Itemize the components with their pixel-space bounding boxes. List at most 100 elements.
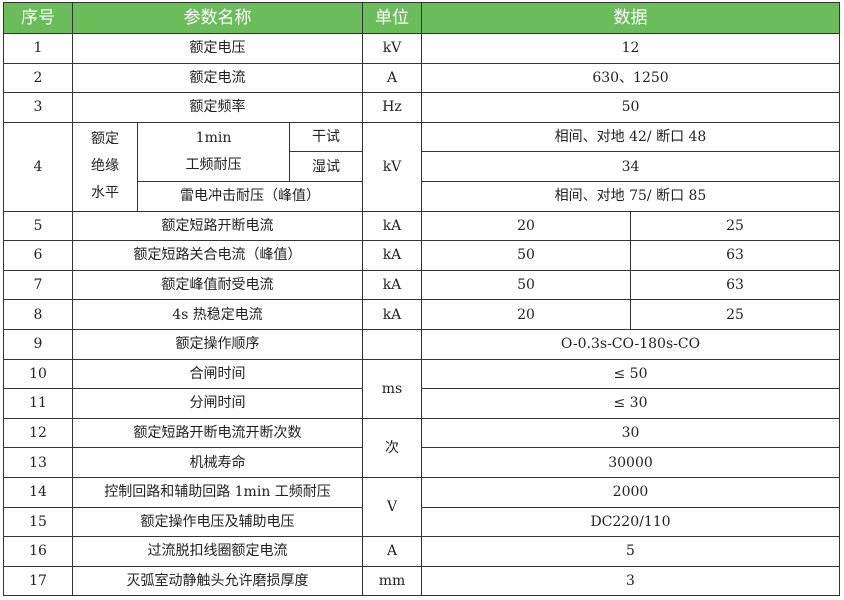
seq-cell: 16 [3, 536, 73, 567]
seq-cell: 6 [3, 240, 73, 271]
seq-cell: 15 [3, 506, 73, 538]
value-cell: 5 [421, 536, 840, 567]
header-row: 序号 参数名称 单位 数据 [3, 2, 840, 34]
seq-cell: 7 [3, 269, 73, 301]
value-cell: 3 [421, 565, 840, 597]
unit-cell: A [362, 62, 422, 94]
seq-cell: 11 [3, 388, 73, 419]
value-cell: 2000 [421, 476, 840, 508]
seq-cell: 2 [3, 62, 73, 94]
seq-cell: 13 [3, 447, 73, 478]
table-row: 13 机械寿命 30000 [3, 447, 840, 478]
unit-cell: A [362, 536, 422, 567]
value-cell: 50 [421, 92, 840, 123]
unit-cell: ms [362, 358, 422, 419]
table-row: 17 灭弧室动静触头允许磨损厚度 mm 3 [3, 565, 840, 597]
table-row: 4 额定 绝缘 水平 1min 工频耐压 干试 kV 相间、对地 42/ 断口 … [3, 121, 840, 212]
name-cell: 额定峰值耐受电流 [72, 269, 363, 301]
table-row: 16 过流脱扣线圈额定电流 A 5 [3, 536, 840, 567]
value-cell: 30 [421, 417, 840, 449]
value-cell: 相间、对地 75/ 断口 85 [421, 180, 840, 212]
value-cell: ≤ 50 [421, 358, 840, 390]
table-row: 15 额定操作电压及辅助电压 DC220/110 [3, 506, 840, 538]
unit-cell: V [362, 476, 422, 538]
table-row: 7 额定峰值耐受电流 kA 50 63 [3, 269, 840, 301]
value-cell: 25 [630, 299, 840, 330]
name-cell: 控制回路和辅助回路 1min 工频耐压 [72, 476, 363, 508]
power-freq-label: 1min 工频耐压 [137, 121, 290, 182]
unit-cell: kA [362, 269, 422, 301]
table-row: 雷电冲击耐压（峰值） 相间、对地 75/ 断口 85 [4, 180, 840, 212]
name-cell: 额定频率 [72, 92, 363, 123]
name-cell: 分闸时间 [72, 388, 363, 419]
lightning-label: 雷电冲击耐压（峰值） [137, 180, 363, 212]
value-cell: 50 [421, 269, 631, 301]
table-row: 9 额定操作顺序 O-0.3s-CO-180s-CO [3, 328, 840, 360]
unit-cell [362, 328, 422, 360]
name-cell: 灭弧室动静触头允许磨损厚度 [72, 565, 363, 597]
seq-cell: 8 [3, 299, 73, 330]
seq-cell: 3 [3, 92, 73, 123]
dry-test-label: 干试 [289, 121, 363, 153]
name-cell: 合闸时间 [72, 358, 363, 390]
name-cell: 额定操作电压及辅助电压 [72, 506, 363, 538]
table-row: 1 额定电压 kV 12 [3, 33, 840, 64]
table-row: 3 额定频率 Hz 50 [3, 92, 840, 123]
parameter-table: 序号 参数名称 单位 数据 1 额定电压 kV 12 2 额定电流 A 630、… [3, 2, 840, 597]
table-row: 6 额定短路关合电流（峰值） kA 50 63 [3, 240, 840, 271]
name-cell: 过流脱扣线圈额定电流 [72, 536, 363, 567]
value-cell: 63 [630, 240, 840, 271]
unit-cell: kV [362, 33, 422, 64]
unit-cell: Hz [362, 92, 422, 123]
table-row: 10 合闸时间 ms ≤ 50 [3, 358, 840, 419]
table-row: 2 额定电流 A 630、1250 [3, 62, 840, 94]
seq-cell: 1 [3, 33, 73, 64]
name-cell: 额定电流 [72, 62, 363, 94]
name-cell: 额定操作顺序 [72, 328, 363, 360]
table-row: 5 额定短路开断电流 kA 20 25 [3, 210, 840, 242]
unit-cell: kA [362, 210, 422, 242]
name-cell: 机械寿命 [72, 447, 363, 478]
value-cell: 12 [421, 33, 840, 64]
value-cell: O-0.3s-CO-180s-CO [421, 328, 840, 360]
table-row: 11 分闸时间 ≤ 30 [3, 388, 840, 419]
table-row: 8 4s 热稳定电流 kA 20 25 [3, 299, 840, 330]
seq-cell: 17 [3, 565, 73, 597]
name-cell: 额定电压 [72, 33, 363, 64]
value-cell: 630、1250 [421, 62, 840, 94]
label-line: 绝缘 [91, 158, 119, 175]
wet-test-label: 湿试 [289, 151, 363, 182]
value-cell: 50 [421, 240, 631, 271]
unit-cell: 次 [362, 417, 422, 478]
header-seq: 序号 [3, 2, 73, 34]
seq-cell: 9 [3, 328, 73, 360]
name-cell: 额定短路关合电流（峰值） [72, 240, 363, 271]
label-line: 额定 [91, 131, 119, 148]
label-line: 水平 [91, 185, 119, 202]
header-name: 参数名称 [72, 2, 363, 34]
value-cell: 25 [630, 210, 840, 242]
name-cell: 4s 热稳定电流 [72, 299, 363, 330]
value-cell: 34 [421, 151, 840, 182]
value-cell: 相间、对地 42/ 断口 48 [421, 121, 840, 153]
value-cell: 20 [421, 299, 631, 330]
table-row: 14 控制回路和辅助回路 1min 工频耐压 V 2000 [3, 476, 840, 538]
unit-cell: kA [362, 240, 422, 271]
insulation-level-label: 额定 绝缘 水平 [72, 121, 138, 212]
unit-cell: kA [362, 299, 422, 330]
table-row: 湿试 34 [4, 151, 840, 182]
value-cell: ≤ 30 [421, 388, 840, 419]
seq-cell: 12 [3, 417, 73, 449]
seq-cell: 4 [3, 121, 73, 212]
name-cell: 额定短路开断电流开断次数 [72, 417, 363, 449]
unit-cell: kV [362, 121, 422, 212]
label-line: 工频耐压 [185, 156, 242, 173]
value-cell: 20 [421, 210, 631, 242]
seq-cell: 14 [3, 476, 73, 508]
value-cell: 30000 [421, 447, 840, 478]
header-data: 数据 [421, 2, 840, 34]
table-row: 12 额定短路开断电流开断次数 次 30 [3, 417, 840, 478]
header-unit: 单位 [362, 2, 422, 34]
value-cell: DC220/110 [421, 506, 840, 538]
unit-cell: mm [362, 565, 422, 597]
